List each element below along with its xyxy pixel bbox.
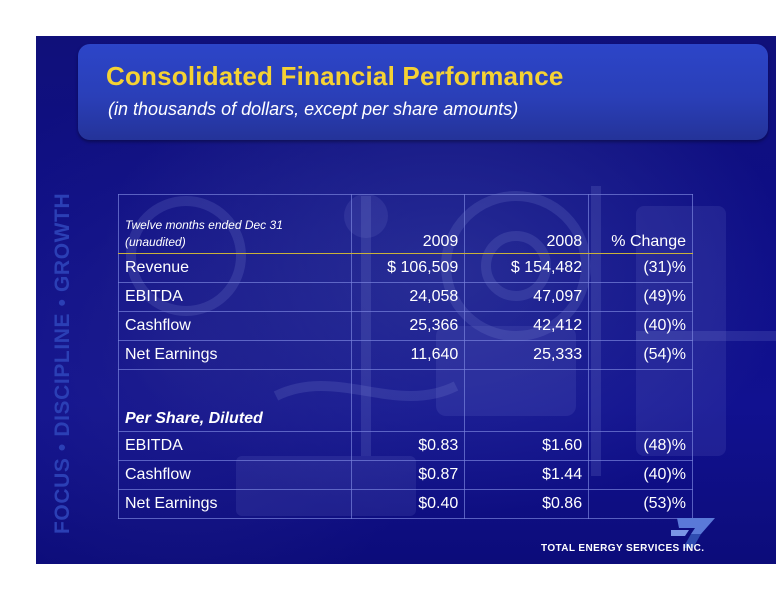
value-change: (53)% [588,489,693,519]
table-row: Cashflow $0.87 $1.44 (40)% [117,460,693,490]
value-2008: 47,097 [464,282,590,312]
value-2008: 25,333 [464,340,590,370]
per-share-heading-row: Per Share, Diluted [117,369,693,432]
value-2009: 24,058 [351,282,466,312]
value-2009: 25,366 [351,311,466,341]
per-share-heading: Per Share, Diluted [125,410,263,427]
empty-cell [464,369,590,432]
value-change: (54)% [588,340,693,370]
value-2008: $1.44 [464,460,590,490]
value-2008: 42,412 [464,311,590,341]
company-logo-mark-icon [671,518,715,548]
financial-table: Twelve months ended Dec 31 (unaudited) 2… [117,194,693,519]
value-change: (31)% [588,253,693,283]
unaudited-label: (unaudited) [125,235,186,249]
table-header-row: Twelve months ended Dec 31 (unaudited) 2… [117,194,693,254]
row-label: EBITDA [117,431,353,461]
per-share-heading-cell: Per Share, Diluted [117,369,353,432]
row-label: Cashflow [117,460,353,490]
title-box: Consolidated Financial Performance (in t… [78,44,768,140]
value-change: (40)% [588,460,693,490]
column-header-2009: 2009 [351,194,466,254]
column-header-2008: 2008 [464,194,590,254]
empty-cell [351,369,466,432]
period-label: Twelve months ended Dec 31 [125,218,283,232]
value-change: (40)% [588,311,693,341]
slide-title: Consolidated Financial Performance [106,61,564,91]
table-row: Revenue $ 106,509 $ 154,482 (31)% [117,253,693,283]
row-label: Net Earnings [117,340,353,370]
value-2008: $0.86 [464,489,590,519]
value-2009: $0.83 [351,431,466,461]
row-label: EBITDA [117,282,353,312]
column-header-change: % Change [588,194,693,254]
value-2008: $1.60 [464,431,590,461]
empty-cell [588,369,693,432]
slide: Consolidated Financial Performance (in t… [36,36,776,564]
value-2009: $0.40 [351,489,466,519]
value-change: (48)% [588,431,693,461]
value-2009: 11,640 [351,340,466,370]
value-2009: $0.87 [351,460,466,490]
side-tagline: FOCUS • DISCIPLINE • GROWTH [51,192,74,534]
period-header-cell: Twelve months ended Dec 31 (unaudited) [117,194,353,254]
table-row: EBITDA 24,058 47,097 (49)% [117,282,693,312]
company-name: TOTAL ENERGY SERVICES INC. [541,543,705,554]
value-2009: $ 106,509 [351,253,466,283]
value-2008: $ 154,482 [464,253,590,283]
row-label: Net Earnings [117,489,353,519]
table-row: Net Earnings $0.40 $0.86 (53)% [117,489,693,519]
slide-subtitle: (in thousands of dollars, except per sha… [108,99,519,119]
table-row: EBITDA $0.83 $1.60 (48)% [117,431,693,461]
table-row: Net Earnings 11,640 25,333 (54)% [117,340,693,370]
value-change: (49)% [588,282,693,312]
row-label: Cashflow [117,311,353,341]
table-row: Cashflow 25,366 42,412 (40)% [117,311,693,341]
company-logo: TOTAL ENERGY SERVICES INC. [541,516,741,556]
row-label: Revenue [117,253,353,283]
